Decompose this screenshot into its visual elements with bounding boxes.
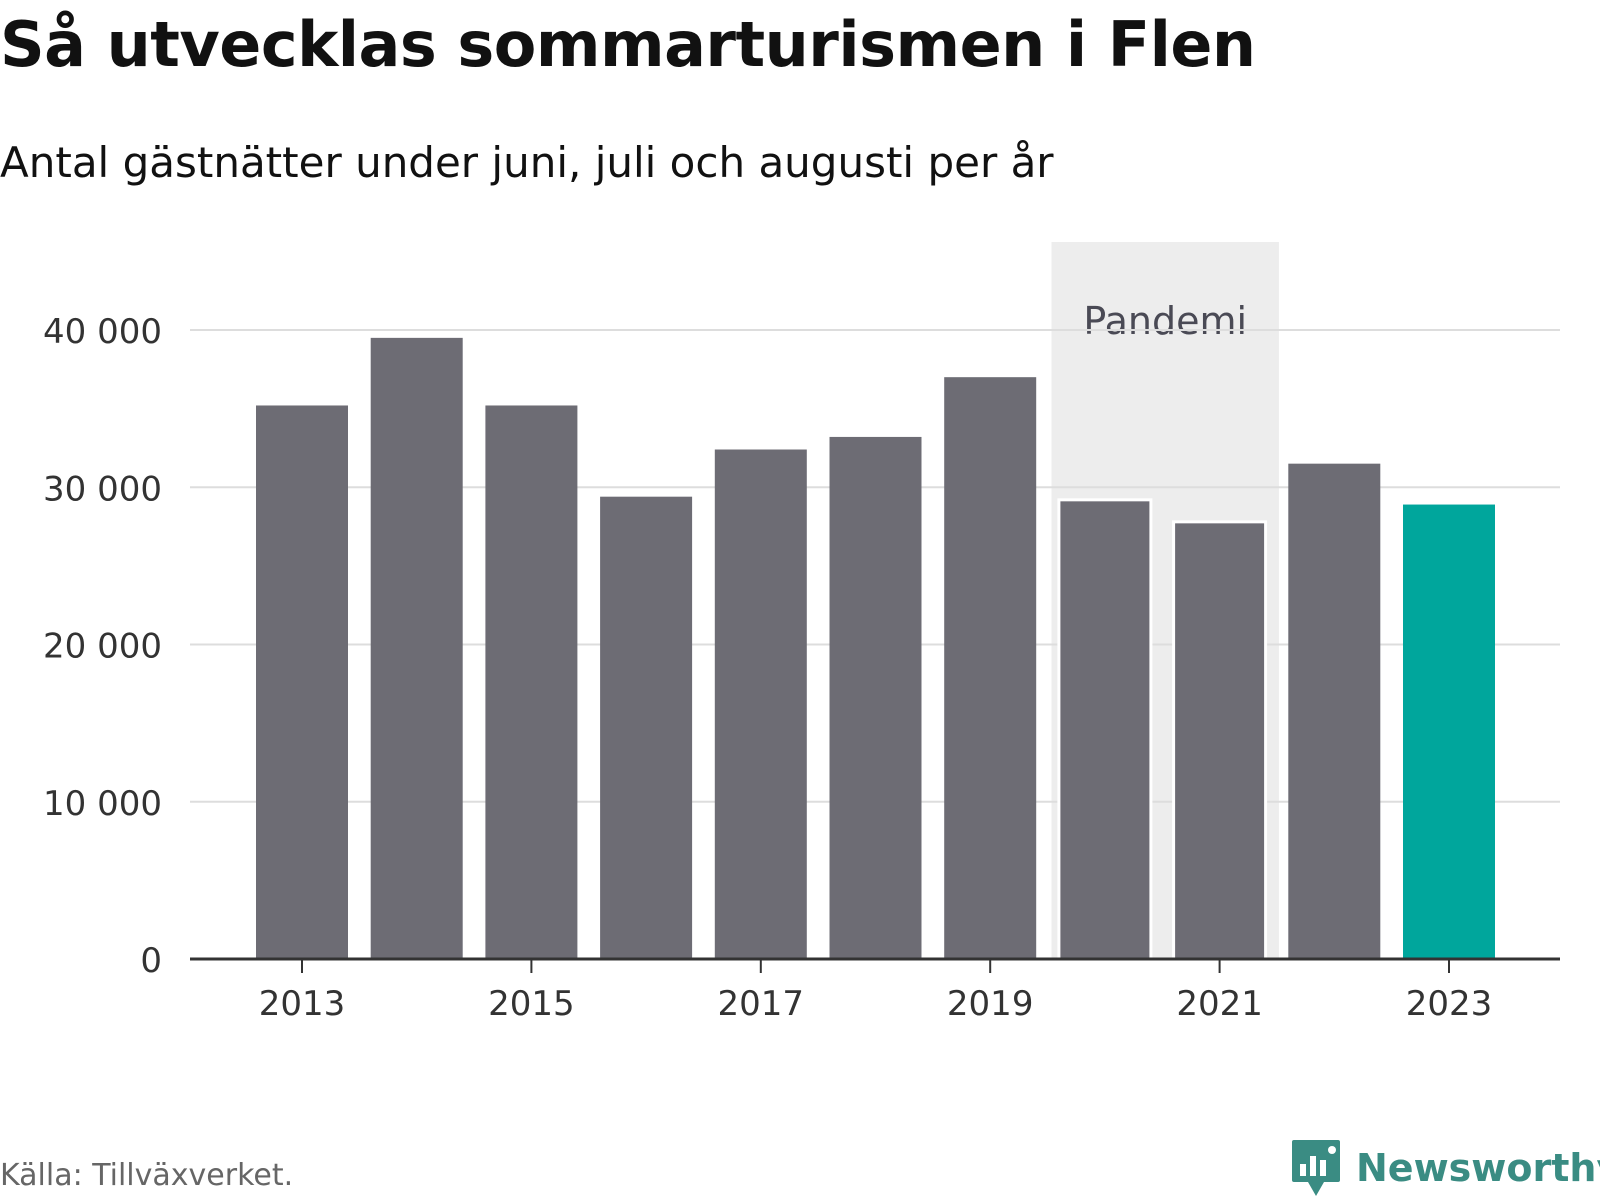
x-axis: 2013 2015 2017 2019 2021 2023 bbox=[190, 957, 1560, 1024]
x-tick-label: 2023 bbox=[1406, 984, 1493, 1024]
bar-2020 bbox=[1057, 498, 1153, 961]
bar-2021 bbox=[1172, 520, 1268, 961]
x-tick-label: 2021 bbox=[1176, 984, 1263, 1024]
bar-2016 bbox=[600, 496, 693, 959]
x-tick-label: 2017 bbox=[718, 984, 805, 1024]
bar-2017 bbox=[714, 449, 807, 959]
y-tick-label: 20 000 bbox=[43, 627, 162, 667]
newsworthy-logo: Newsworthy bbox=[1290, 1138, 1600, 1198]
source-note: Källa: Tillväxverket. bbox=[0, 1158, 294, 1193]
y-tick-label: 30 000 bbox=[43, 469, 162, 509]
x-tick-label: 2015 bbox=[488, 984, 575, 1024]
bar-2023 bbox=[1403, 504, 1495, 959]
newsworthy-brand-name: Newsworthy bbox=[1356, 1146, 1600, 1190]
bar-2014 bbox=[370, 337, 463, 959]
pandemic-label: Pandemi bbox=[1083, 299, 1247, 343]
bar-2015 bbox=[485, 405, 578, 960]
bar-2022 bbox=[1288, 463, 1381, 959]
bar-2018 bbox=[829, 436, 922, 959]
newsworthy-logo-icon bbox=[1292, 1140, 1340, 1196]
chart-title: Så utvecklas sommarturismen i Flen bbox=[0, 8, 1256, 81]
y-tick-label: 10 000 bbox=[43, 784, 162, 824]
x-tick-label: 2019 bbox=[947, 984, 1034, 1024]
chart-subtitle: Antal gästnätter under juni, juli och au… bbox=[0, 138, 1054, 187]
bar-2019 bbox=[944, 377, 1037, 959]
bar-2013 bbox=[256, 405, 348, 960]
y-tick-label: 40 000 bbox=[43, 312, 162, 352]
y-axis-labels: 0 10 000 20 000 30 000 40 000 bbox=[43, 312, 162, 981]
x-tick-label: 2013 bbox=[259, 984, 346, 1024]
y-tick-label: 0 bbox=[140, 941, 162, 981]
bars bbox=[256, 337, 1495, 961]
